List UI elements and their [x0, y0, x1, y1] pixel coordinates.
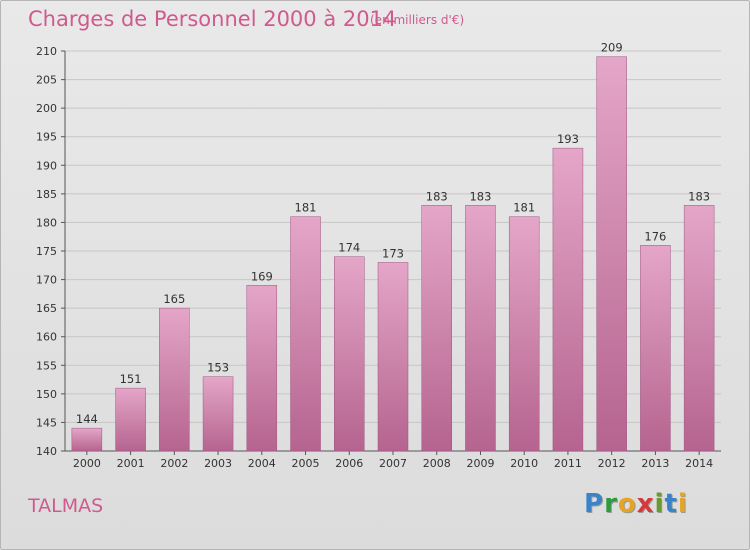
y-tick-label: 175: [36, 245, 57, 258]
y-tick-label: 155: [36, 359, 57, 372]
data-label-2010: 181: [513, 201, 535, 215]
x-tick-label: 2013: [641, 457, 669, 470]
x-tick-label: 2010: [510, 457, 538, 470]
y-tick-label: 140: [36, 445, 57, 458]
x-tick-label: 2004: [248, 457, 276, 470]
data-label-2009: 183: [469, 189, 491, 203]
data-labels: 144 151 165 153 169 181 174 173 183 183 181 193 209 1…: [76, 41, 710, 426]
data-label-2013: 176: [644, 229, 666, 243]
bars: [71, 56, 715, 452]
y-tick-label: 160: [36, 331, 57, 344]
x-tick-label: 2011: [554, 457, 582, 470]
y-tick-label: 145: [36, 416, 57, 429]
bar-2009: [465, 205, 496, 452]
bar-2008: [421, 205, 452, 452]
data-label-2014: 183: [688, 189, 710, 203]
x-tick-label: 2001: [117, 457, 145, 470]
y-tick-label: 190: [36, 159, 57, 172]
chart-title: Charges de Personnel 2000 à 2014: [28, 7, 397, 31]
y-tick-label: 185: [36, 188, 57, 201]
bar-2005: [290, 216, 321, 452]
x-tick-label: 2003: [204, 457, 232, 470]
data-label-2001: 151: [120, 372, 142, 386]
y-tick-label: 180: [36, 216, 57, 229]
bar-2003: [202, 376, 234, 452]
bar-2000: [71, 427, 103, 452]
bar-2010: [508, 216, 540, 452]
x-tick-label: 2000: [73, 457, 101, 470]
y-tick-label: 150: [36, 388, 57, 401]
bar-2013: [640, 245, 671, 452]
bar-2007: [377, 262, 409, 452]
y-tick-label: 200: [36, 102, 57, 115]
y-tick-label: 210: [36, 45, 57, 58]
y-tick-label: 205: [36, 74, 57, 87]
x-tick-label: 2009: [466, 457, 494, 470]
y-tick-label: 195: [36, 131, 57, 144]
bar-2001: [115, 387, 146, 452]
x-tick-label: 2006: [335, 457, 363, 470]
y-tick-label: 165: [36, 302, 57, 315]
data-label-2011: 193: [557, 132, 579, 146]
bar-2006: [334, 256, 365, 452]
bar-2014: [683, 205, 715, 452]
x-tick-label: 2002: [160, 457, 188, 470]
x-tick-label: 2008: [423, 457, 451, 470]
data-label-2004: 169: [251, 269, 273, 283]
y-tick-label: 170: [36, 274, 57, 287]
data-label-2003: 153: [207, 361, 229, 375]
proxiti-logo[interactable]: Proxiti: [584, 489, 688, 519]
data-label-2000: 144: [76, 412, 98, 426]
x-tick-label: 2014: [685, 457, 713, 470]
data-label-2006: 174: [338, 241, 360, 255]
chart-subtitle: (en milliers d'€): [370, 13, 465, 27]
data-label-2005: 181: [295, 201, 317, 215]
bar-2012: [596, 56, 627, 452]
data-label-2012: 209: [601, 41, 623, 55]
bar-2011: [552, 147, 584, 452]
x-tick-label: 2005: [292, 457, 320, 470]
data-label-2008: 183: [426, 189, 448, 203]
location-label: TALMAS: [28, 495, 104, 517]
x-tick-label: 2007: [379, 457, 407, 470]
x-tick-label: 2012: [598, 457, 626, 470]
data-label-2002: 165: [163, 292, 185, 306]
bar-2004: [246, 285, 278, 452]
bar-2002: [159, 307, 190, 452]
data-label-2007: 173: [382, 246, 404, 260]
